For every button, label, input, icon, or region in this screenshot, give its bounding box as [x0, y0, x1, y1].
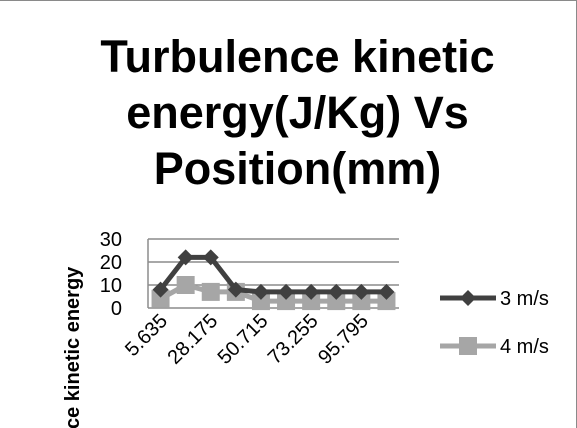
- series-line: [159, 282, 387, 304]
- data-point: [227, 281, 244, 298]
- data-point: [201, 282, 220, 301]
- x-tick-label: 95.795: [314, 310, 373, 369]
- data-point: [177, 249, 194, 266]
- data-point: [328, 283, 345, 300]
- data-point: [277, 292, 296, 311]
- series-line: [158, 254, 387, 295]
- y-tick-label: 30: [100, 229, 122, 251]
- y-tick-label: 20: [100, 252, 122, 274]
- data-point: [352, 292, 371, 311]
- data-point: [303, 283, 320, 300]
- data-point: [378, 283, 395, 300]
- data-point: [251, 292, 270, 311]
- data-point: [252, 283, 269, 300]
- x-tick-label: 50.715: [214, 310, 273, 369]
- data-point: [377, 292, 396, 311]
- legend-label: 3 m/s: [500, 288, 549, 310]
- data-point: [152, 281, 169, 298]
- series-group: [151, 276, 396, 311]
- legend-marker: [460, 290, 476, 306]
- data-point: [353, 283, 370, 300]
- y-axis-label-group: ce kinetic energy: [62, 266, 84, 428]
- series-layer: [151, 249, 396, 311]
- y-axis-label: ce kinetic energy: [62, 266, 84, 428]
- data-point: [302, 292, 321, 311]
- series-group: [152, 249, 395, 300]
- y-tick-label: 10: [100, 275, 122, 297]
- y-tick-label: 0: [111, 298, 122, 320]
- data-point: [176, 276, 195, 294]
- legend-item: 4 m/s: [440, 336, 549, 358]
- legend-label: 4 m/s: [500, 336, 549, 358]
- data-point: [202, 249, 219, 266]
- legend: 3 m/s 4 m/s: [440, 288, 549, 358]
- data-point: [151, 289, 170, 308]
- x-tick-label: 28.175: [163, 310, 222, 369]
- x-tick-label: 73.255: [264, 310, 323, 369]
- chart-title: Turbulence kinetic energy(J/Kg) Vs Posit…: [100, 31, 495, 194]
- legend-item: 3 m/s: [440, 288, 549, 310]
- data-point: [278, 283, 295, 300]
- data-point: [327, 292, 346, 311]
- legend-marker: [459, 337, 477, 355]
